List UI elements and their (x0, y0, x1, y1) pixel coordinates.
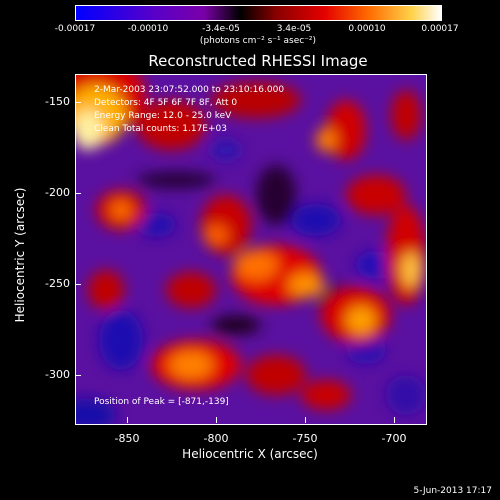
y-tick-label: -150 (45, 95, 70, 108)
image-title: Reconstructed RHESSI Image (148, 52, 368, 70)
reconstructed-image: 2-Mar-2003 23:07:52.000 to 23:10:16.000 … (75, 74, 427, 425)
colorbar-tick-label: -3.4e-05 (202, 24, 240, 34)
energy-range-label: Energy Range: 12.0 - 25.0 keV (94, 111, 232, 121)
x-tick-mark (305, 417, 306, 423)
colorbar-tick-label: 0.00010 (348, 24, 386, 34)
y-tick-label: -300 (45, 368, 70, 381)
colorbar-tick-label: -0.00010 (127, 24, 169, 34)
y-tick-mark (75, 193, 81, 194)
time-range-label: 2-Mar-2003 23:07:52.000 to 23:10:16.000 (94, 85, 285, 95)
plot-datestamp: 5-Jun-2013 17:17 (413, 486, 493, 496)
peak-position-label: Position of Peak = [-871,-139] (94, 397, 229, 407)
y-tick-mark (75, 375, 81, 376)
colorbar (75, 5, 442, 21)
y-tick-mark (75, 284, 81, 285)
x-tick-label: -750 (292, 432, 318, 445)
x-tick-mark (127, 417, 128, 423)
y-tick-mark (75, 102, 81, 103)
colorbar-tick-label: 0.00017 (421, 24, 459, 34)
image-heatmap (76, 75, 426, 424)
detectors-label: Detectors: 4F 5F 6F 7F 8F, Att 0 (94, 98, 238, 108)
y-axis-label: Heliocentric Y (arcsec) (13, 187, 27, 323)
x-tick-mark (394, 417, 395, 423)
colorbar-tick-label: 3.4e-05 (276, 24, 312, 34)
x-axis-label: Heliocentric X (arcsec) (182, 447, 318, 461)
colorbar-units: (photons cm⁻² s⁻¹ asec⁻²) (199, 36, 317, 46)
y-tick-label: -250 (45, 277, 70, 290)
total-counts-label: Clean Total counts: 1.17E+03 (94, 124, 227, 134)
x-tick-label: -850 (114, 432, 140, 445)
x-tick-mark (216, 417, 217, 423)
x-tick-label: -800 (203, 432, 229, 445)
x-tick-label: -700 (381, 432, 407, 445)
colorbar-tick-label: -0.00017 (54, 24, 96, 34)
y-tick-label: -200 (45, 186, 70, 199)
